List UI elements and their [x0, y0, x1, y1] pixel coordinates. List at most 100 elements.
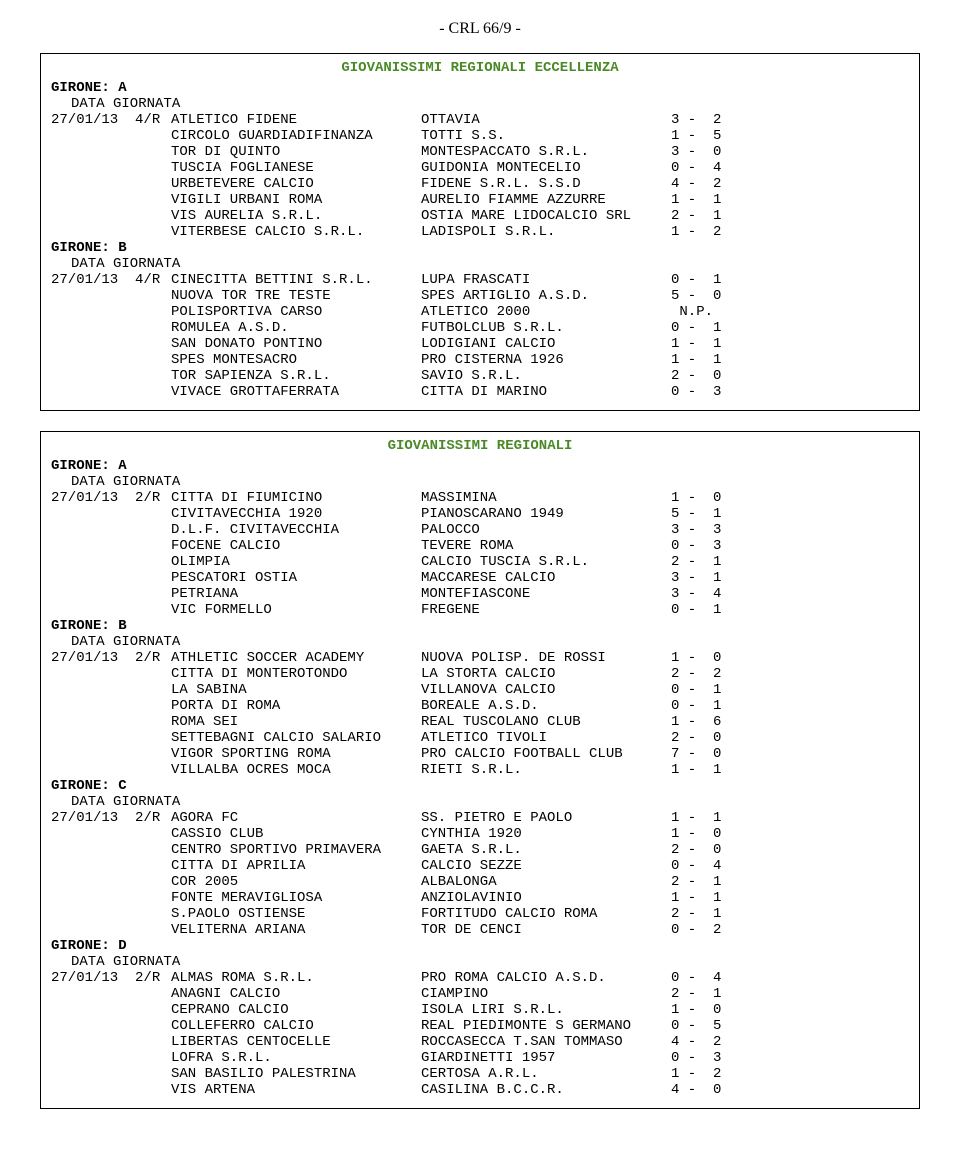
- row-team2: MONTEFIASCONE: [421, 586, 671, 602]
- row-team1: VILLALBA OCRES MOCA: [171, 762, 421, 778]
- row-team1: FOCENE CALCIO: [171, 538, 421, 554]
- row-team1: LOFRA S.R.L.: [171, 1050, 421, 1066]
- row-date: [51, 522, 171, 538]
- row-team1: SPES MONTESACRO: [171, 352, 421, 368]
- row-team2: ATLETICO TIVOLI: [421, 730, 671, 746]
- row-team1: VIS AURELIA S.R.L.: [171, 208, 421, 224]
- row-team2: VILLANOVA CALCIO: [421, 682, 671, 698]
- group-label: GIRONE: A: [51, 80, 909, 96]
- row-score: 2 - 0: [671, 842, 751, 858]
- row-team2: MASSIMINA: [421, 490, 671, 506]
- row-team2: GAETA S.R.L.: [421, 842, 671, 858]
- result-row: TUSCIA FOGLIANESEGUIDONIA MONTECELIO0 - …: [51, 160, 909, 176]
- row-score: 1 - 2: [671, 224, 751, 240]
- result-row: 27/01/13 4/RATLETICO FIDENEOTTAVIA3 - 2: [51, 112, 909, 128]
- date-label: DATA GIORNATA: [51, 474, 909, 490]
- row-score: 3 - 4: [671, 586, 751, 602]
- row-score: 4 - 0: [671, 1082, 751, 1098]
- row-date: [51, 224, 171, 240]
- result-row: TOR SAPIENZA S.R.L.SAVIO S.R.L.2 - 0: [51, 368, 909, 384]
- result-row: CITTA DI APRILIACALCIO SEZZE0 - 4: [51, 858, 909, 874]
- row-team1: D.L.F. CIVITAVECCHIA: [171, 522, 421, 538]
- row-team1: CEPRANO CALCIO: [171, 1002, 421, 1018]
- result-row: LA SABINAVILLANOVA CALCIO0 - 1: [51, 682, 909, 698]
- result-row: VIGOR SPORTING ROMAPRO CALCIO FOOTBALL C…: [51, 746, 909, 762]
- result-row: COR 2005ALBALONGA2 - 1: [51, 874, 909, 890]
- row-date: [51, 1082, 171, 1098]
- row-team1: CIVITAVECCHIA 1920: [171, 506, 421, 522]
- result-row: CEPRANO CALCIOISOLA LIRI S.R.L.1 - 0: [51, 1002, 909, 1018]
- row-date: [51, 1002, 171, 1018]
- row-team1: CINECITTA BETTINI S.R.L.: [171, 272, 421, 288]
- row-team2: MONTESPACCATO S.R.L.: [421, 144, 671, 160]
- row-score: 1 - 0: [671, 1002, 751, 1018]
- row-score: 3 - 1: [671, 570, 751, 586]
- row-team1: S.PAOLO OSTIENSE: [171, 906, 421, 922]
- result-row: PETRIANAMONTEFIASCONE3 - 4: [51, 586, 909, 602]
- row-team2: TEVERE ROMA: [421, 538, 671, 554]
- row-team2: CASILINA B.C.C.R.: [421, 1082, 671, 1098]
- row-score: 2 - 1: [671, 554, 751, 570]
- row-date: [51, 144, 171, 160]
- row-team2: SS. PIETRO E PAOLO: [421, 810, 671, 826]
- row-score: 2 - 1: [671, 208, 751, 224]
- result-row: FOCENE CALCIOTEVERE ROMA0 - 3: [51, 538, 909, 554]
- row-team2: TOTTI S.S.: [421, 128, 671, 144]
- row-team2: PRO CISTERNA 1926: [421, 352, 671, 368]
- result-row: 27/01/13 4/RCINECITTA BETTINI S.R.L.LUPA…: [51, 272, 909, 288]
- result-row: CIRCOLO GUARDIADIFINANZATOTTI S.S.1 - 5: [51, 128, 909, 144]
- row-date: [51, 906, 171, 922]
- result-row: SAN BASILIO PALESTRINACERTOSA A.R.L.1 - …: [51, 1066, 909, 1082]
- row-team1: URBETEVERE CALCIO: [171, 176, 421, 192]
- row-date: [51, 160, 171, 176]
- row-team1: ROMA SEI: [171, 714, 421, 730]
- row-date: [51, 320, 171, 336]
- row-score: 4 - 2: [671, 1034, 751, 1050]
- result-row: LIBERTAS CENTOCELLEROCCASECCA T.SAN TOMM…: [51, 1034, 909, 1050]
- row-team1: LIBERTAS CENTOCELLE: [171, 1034, 421, 1050]
- row-score: 1 - 2: [671, 1066, 751, 1082]
- row-date: [51, 666, 171, 682]
- row-date: 27/01/13 4/R: [51, 112, 171, 128]
- row-team2: LUPA FRASCATI: [421, 272, 671, 288]
- row-score: 0 - 4: [671, 970, 751, 986]
- row-date: 27/01/13 2/R: [51, 810, 171, 826]
- row-date: [51, 384, 171, 400]
- result-row: VITERBESE CALCIO S.R.L.LADISPOLI S.R.L.1…: [51, 224, 909, 240]
- row-score: 7 - 0: [671, 746, 751, 762]
- result-row: VIS AURELIA S.R.L.OSTIA MARE LIDOCALCIO …: [51, 208, 909, 224]
- result-row: S.PAOLO OSTIENSEFORTITUDO CALCIO ROMA2 -…: [51, 906, 909, 922]
- row-team1: SAN BASILIO PALESTRINA: [171, 1066, 421, 1082]
- row-date: [51, 746, 171, 762]
- row-team2: OTTAVIA: [421, 112, 671, 128]
- row-team2: PALOCCO: [421, 522, 671, 538]
- row-team1: CIRCOLO GUARDIADIFINANZA: [171, 128, 421, 144]
- result-row: 27/01/13 2/RATHLETIC SOCCER ACADEMYNUOVA…: [51, 650, 909, 666]
- row-team2: GUIDONIA MONTECELIO: [421, 160, 671, 176]
- row-team1: ATHLETIC SOCCER ACADEMY: [171, 650, 421, 666]
- row-date: 27/01/13 2/R: [51, 970, 171, 986]
- row-score: 1 - 5: [671, 128, 751, 144]
- row-team2: CITTA DI MARINO: [421, 384, 671, 400]
- row-date: [51, 176, 171, 192]
- result-row: 27/01/13 2/RAGORA FCSS. PIETRO E PAOLO1 …: [51, 810, 909, 826]
- row-date: [51, 192, 171, 208]
- result-row: ANAGNI CALCIOCIAMPINO2 - 1: [51, 986, 909, 1002]
- row-score: 5 - 0: [671, 288, 751, 304]
- row-date: [51, 1034, 171, 1050]
- row-team1: CITTA DI APRILIA: [171, 858, 421, 874]
- row-date: [51, 506, 171, 522]
- row-team2: AURELIO FIAMME AZZURRE: [421, 192, 671, 208]
- row-team1: LA SABINA: [171, 682, 421, 698]
- row-date: [51, 986, 171, 1002]
- row-score: 2 - 1: [671, 906, 751, 922]
- row-team1: VIGOR SPORTING ROMA: [171, 746, 421, 762]
- row-team2: MACCARESE CALCIO: [421, 570, 671, 586]
- result-row: CIVITAVECCHIA 1920PIANOSCARANO 19495 - 1: [51, 506, 909, 522]
- row-date: [51, 128, 171, 144]
- row-team1: CITTA DI FIUMICINO: [171, 490, 421, 506]
- row-team2: RIETI S.R.L.: [421, 762, 671, 778]
- row-team2: PRO CALCIO FOOTBALL CLUB: [421, 746, 671, 762]
- row-team2: CALCIO TUSCIA S.R.L.: [421, 554, 671, 570]
- row-score: 3 - 2: [671, 112, 751, 128]
